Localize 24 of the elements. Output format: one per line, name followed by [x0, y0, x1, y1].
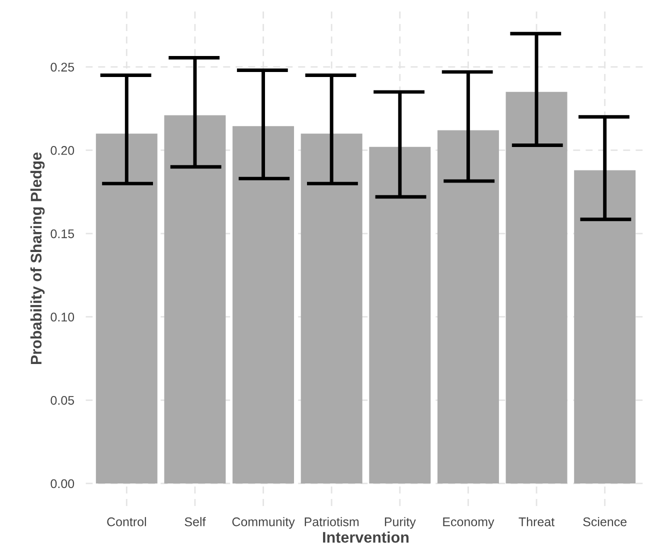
x-tick-label: Control	[107, 517, 146, 526]
y-axis-title: Probability of Sharing Pledge	[30, 152, 45, 364]
x-axis-title: Intervention	[323, 532, 409, 543]
y-tick-label: 0.00	[50, 479, 74, 488]
bar	[369, 146, 431, 484]
x-tick-label: Economy	[443, 518, 494, 529]
bar	[300, 134, 362, 484]
x-tick-label: Patriotism	[304, 517, 359, 526]
x-tick-label: Self	[184, 517, 206, 526]
bar	[232, 126, 294, 484]
bar	[96, 134, 158, 484]
y-tick-label: 0.05	[50, 396, 74, 405]
y-tick-label: 0.25	[50, 62, 74, 72]
y-tick-label: 0.15	[50, 229, 74, 238]
x-tick-label: Community	[232, 517, 295, 529]
bar	[164, 115, 226, 484]
y-tick-label: 0.20	[50, 146, 74, 155]
x-tick-label: Science	[583, 517, 627, 526]
x-tick-label: Threat	[518, 517, 554, 526]
bar	[437, 130, 499, 484]
bar	[574, 170, 636, 484]
bar	[506, 92, 568, 484]
x-tick-label: Purity	[384, 517, 416, 529]
y-tick-label: 0.10	[50, 312, 74, 322]
